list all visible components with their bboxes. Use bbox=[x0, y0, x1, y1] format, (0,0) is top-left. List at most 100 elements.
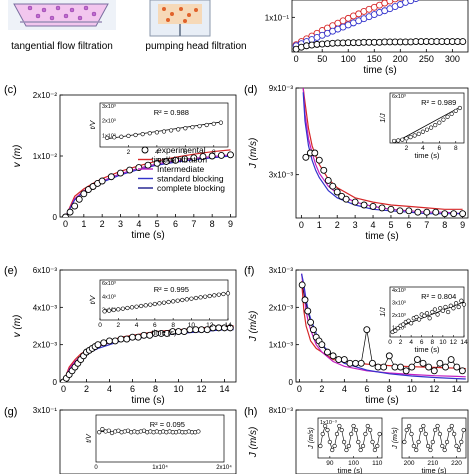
panel-h-inset-2-data-point bbox=[407, 423, 412, 429]
panel-c-xtick-label: 1 bbox=[81, 219, 86, 229]
panel-f-data-point bbox=[447, 356, 455, 364]
panel-e-ytick-label: 0 bbox=[53, 378, 58, 387]
panel-g-inset-data-point bbox=[196, 429, 201, 434]
panel-b-xtick-label: 100 bbox=[341, 54, 356, 64]
legend-label: experimental bbox=[157, 145, 206, 155]
panel-h-inset-1-frame bbox=[317, 417, 383, 459]
panel-e-inset-data-point bbox=[161, 300, 167, 305]
panel-e-chart: 0 2 4 6 8 10 12 14 time (s) 0 2x10⁻³ 4x10⁻³ 6x10⁻³ v … bbox=[12, 266, 237, 406]
panel-h-inset-2-data-point bbox=[449, 423, 454, 429]
panel-c-data-point bbox=[199, 153, 207, 161]
panel-h-chart: 8x10⁻³ J (m/s) 90 100 110 time (s) 1x10⁻³ J (m/… bbox=[248, 406, 469, 474]
panel-d-xtick-label: 5 bbox=[388, 220, 393, 230]
panel-f-data-point bbox=[309, 326, 317, 334]
panel-e-data-point bbox=[123, 335, 131, 343]
panel-e-inset-data-point bbox=[129, 305, 135, 310]
panel-h-inset-1-data-point bbox=[363, 431, 368, 437]
panel-e-inset-xtick-label: 10 bbox=[188, 322, 196, 329]
panel-e-series-group bbox=[60, 324, 234, 382]
panel-f-data-point bbox=[402, 367, 410, 375]
panel-e-ytick-label: 2x10⁻³ bbox=[33, 341, 58, 350]
panel-h-inset-1-data-point bbox=[370, 439, 375, 445]
panel-f-data-point bbox=[324, 348, 331, 356]
panel-e-inset-data-point bbox=[111, 307, 116, 313]
panel-f-plot-frame bbox=[295, 269, 469, 383]
panel-f-data-point bbox=[385, 352, 393, 360]
panel-f-xtick-label: 4 bbox=[342, 384, 347, 394]
panel-c-inset-ytick-label: 3x10³ bbox=[102, 104, 116, 110]
panel-f-xlabel: time (s) bbox=[365, 395, 398, 406]
panel-c-data-point bbox=[62, 213, 69, 217]
panel-f-model-line bbox=[301, 273, 466, 378]
panel-e-inset-data-point bbox=[143, 303, 148, 308]
panel-h-inset-2-data-point bbox=[454, 443, 459, 449]
panel-e-inset-data-point bbox=[107, 308, 112, 313]
panel-g-inset-xtick-label: 2x10⁴ bbox=[216, 464, 232, 471]
panel-b-ytick-label: 1x10⁻¹ bbox=[265, 13, 290, 22]
panel-c-data-point bbox=[208, 152, 216, 160]
panel-e-inset-data-point bbox=[216, 292, 221, 297]
panel-e-xtick-label: 12 bbox=[196, 384, 206, 394]
panel-e-inset-data-point bbox=[166, 299, 171, 305]
panel-e-ytick-label: 6x10⁻³ bbox=[33, 266, 58, 275]
panel-f-inset-data-point bbox=[424, 311, 430, 316]
panel-f-xtick-label: 14 bbox=[452, 384, 462, 394]
panel-d-data-point bbox=[320, 166, 328, 174]
panel-e-data-point bbox=[198, 326, 205, 334]
panel-d-data-point bbox=[360, 201, 368, 209]
panel-d-data-point bbox=[378, 204, 386, 212]
panel-g-inset-data-point bbox=[97, 430, 102, 435]
panel-c-inset-ytick-label: 2x10³ bbox=[102, 119, 116, 125]
panel-c-data-point bbox=[172, 156, 179, 164]
panel-c-data-point bbox=[227, 151, 234, 159]
panel-e-inset-data-point bbox=[221, 291, 226, 297]
panel-b-xtick-label: 200 bbox=[393, 54, 408, 64]
legend-label: cake filtration bbox=[157, 155, 207, 165]
panel-c-inset-data-point bbox=[218, 120, 223, 125]
panel-f-inset-data-point bbox=[430, 309, 435, 315]
panel-d-data-point bbox=[432, 208, 440, 216]
panel-f-inset-xtick-label: 2 bbox=[399, 339, 403, 346]
panel-c-inset-data-point bbox=[211, 121, 216, 126]
panel-c-xtick-label: 3 bbox=[118, 219, 123, 229]
panel-c-data-point bbox=[181, 155, 189, 163]
panel-f-inset-xtick-label: 10 bbox=[439, 339, 447, 346]
panel-c-xlabel: time (s) bbox=[131, 230, 164, 241]
panel-f-data-point bbox=[357, 359, 365, 367]
panel-e-inset-xtick-label: 4 bbox=[135, 322, 139, 329]
panel-b-series-group bbox=[292, 0, 467, 52]
panel-c-data-point bbox=[80, 190, 88, 198]
panel-e-inset-ytick-label: 6x10³ bbox=[102, 281, 116, 287]
panel-c-inset-data-point bbox=[176, 127, 181, 132]
panel-d-inset-xtick-label: 4 bbox=[421, 145, 425, 152]
panel-h-inset-2-data-point bbox=[452, 431, 457, 437]
panel-h-inset-2-frame bbox=[401, 417, 467, 459]
panel-d-data-point bbox=[333, 188, 341, 196]
panel-h-inset-2-data-point bbox=[423, 431, 428, 437]
panel-f-inset-data-point bbox=[435, 312, 440, 317]
panel-c-inset-data-point bbox=[197, 124, 202, 129]
panel-h-inset-2-data-point bbox=[435, 423, 440, 429]
panel-e-inset-ylabel: t/V bbox=[90, 294, 97, 304]
panel-h-inset-2-data-point bbox=[428, 447, 433, 453]
panel-h-inset-1-data-point bbox=[346, 443, 351, 449]
panel-c-inset-data-point bbox=[133, 132, 138, 138]
panel-f-inset-data-point bbox=[409, 321, 414, 326]
panel-f-inset-data-point bbox=[456, 304, 461, 310]
panel-f-ytick-label: 2x10⁻³ bbox=[269, 303, 294, 312]
panel-h-inset-1-data-point bbox=[360, 443, 366, 449]
legend-marker bbox=[141, 146, 149, 154]
panel-f-data-point bbox=[340, 356, 348, 364]
panel-e-inset-data-point bbox=[139, 303, 144, 309]
panel-b-xtick-label: 250 bbox=[419, 54, 434, 64]
panel-d-data-point bbox=[311, 149, 319, 157]
panel-c-inset-data-point bbox=[105, 135, 110, 141]
panel-h-inset-1-data-point bbox=[349, 431, 354, 437]
panel-f-inset-ytick-label: 2x10³ bbox=[392, 313, 406, 319]
illustration-tangential-flow bbox=[8, 0, 116, 30]
panel-h-inset-2-xtick-label: 210 bbox=[427, 460, 438, 467]
panel-e-xtick-label: 10 bbox=[173, 384, 183, 394]
panel-f-inset-ylabel: 1/J bbox=[380, 307, 387, 317]
panel-c-data-point bbox=[107, 173, 115, 181]
